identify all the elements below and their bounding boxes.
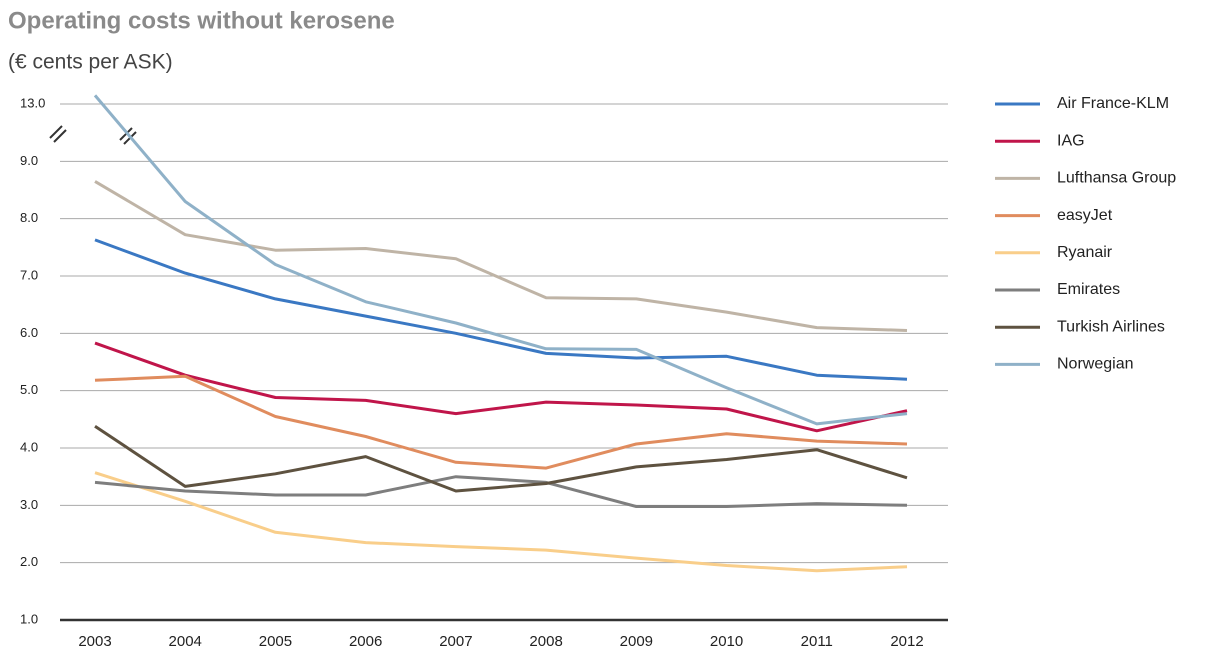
y-tick-label: 1.0 bbox=[20, 611, 38, 626]
legend-label: Ryanair bbox=[1057, 244, 1113, 261]
x-tick-label: 2003 bbox=[78, 633, 111, 650]
legend-label: Air France-KLM bbox=[1057, 95, 1169, 112]
x-tick-label: 2010 bbox=[710, 633, 743, 650]
x-tick-label: 2007 bbox=[439, 633, 472, 650]
series-line bbox=[94, 341, 908, 433]
x-tick-label: 2004 bbox=[169, 633, 202, 650]
y-tick-label: 8.0 bbox=[20, 210, 38, 225]
legend-label: Turkish Airlines bbox=[1057, 318, 1165, 335]
x-tick-label: 2009 bbox=[620, 633, 653, 650]
series-line bbox=[94, 475, 908, 508]
legend-label: IAG bbox=[1057, 132, 1085, 149]
y-tick-label: 3.0 bbox=[20, 497, 38, 512]
series-line bbox=[94, 471, 908, 573]
y-tick-label: 4.0 bbox=[20, 439, 38, 454]
chart-subtitle: (€ cents per ASK) bbox=[8, 51, 173, 74]
series-line bbox=[94, 374, 908, 470]
legend-label: Lufthansa Group bbox=[1057, 170, 1176, 187]
series-line bbox=[94, 238, 908, 381]
series-line bbox=[94, 424, 908, 493]
x-tick-label: 2006 bbox=[349, 633, 382, 650]
x-tick-label: 2012 bbox=[890, 633, 923, 650]
y-tick-label: 6.0 bbox=[20, 325, 38, 340]
x-tick-label: 2008 bbox=[529, 633, 562, 650]
y-tick-label: 7.0 bbox=[20, 267, 38, 282]
chart-title: Operating costs without kerosene bbox=[8, 7, 395, 34]
series-line bbox=[94, 180, 908, 332]
legend-label: Emirates bbox=[1057, 281, 1120, 298]
series-line bbox=[93, 94, 908, 426]
x-tick-label: 2005 bbox=[259, 633, 292, 650]
legend-label: easyJet bbox=[1057, 207, 1113, 224]
legend-label: Norwegian bbox=[1057, 356, 1133, 373]
y-tick-label: 5.0 bbox=[20, 382, 38, 397]
y-tick-label: 13.0 bbox=[20, 95, 45, 110]
y-tick-label: 9.0 bbox=[20, 153, 38, 168]
y-tick-label: 2.0 bbox=[20, 554, 38, 569]
x-tick-label: 2011 bbox=[801, 633, 833, 650]
